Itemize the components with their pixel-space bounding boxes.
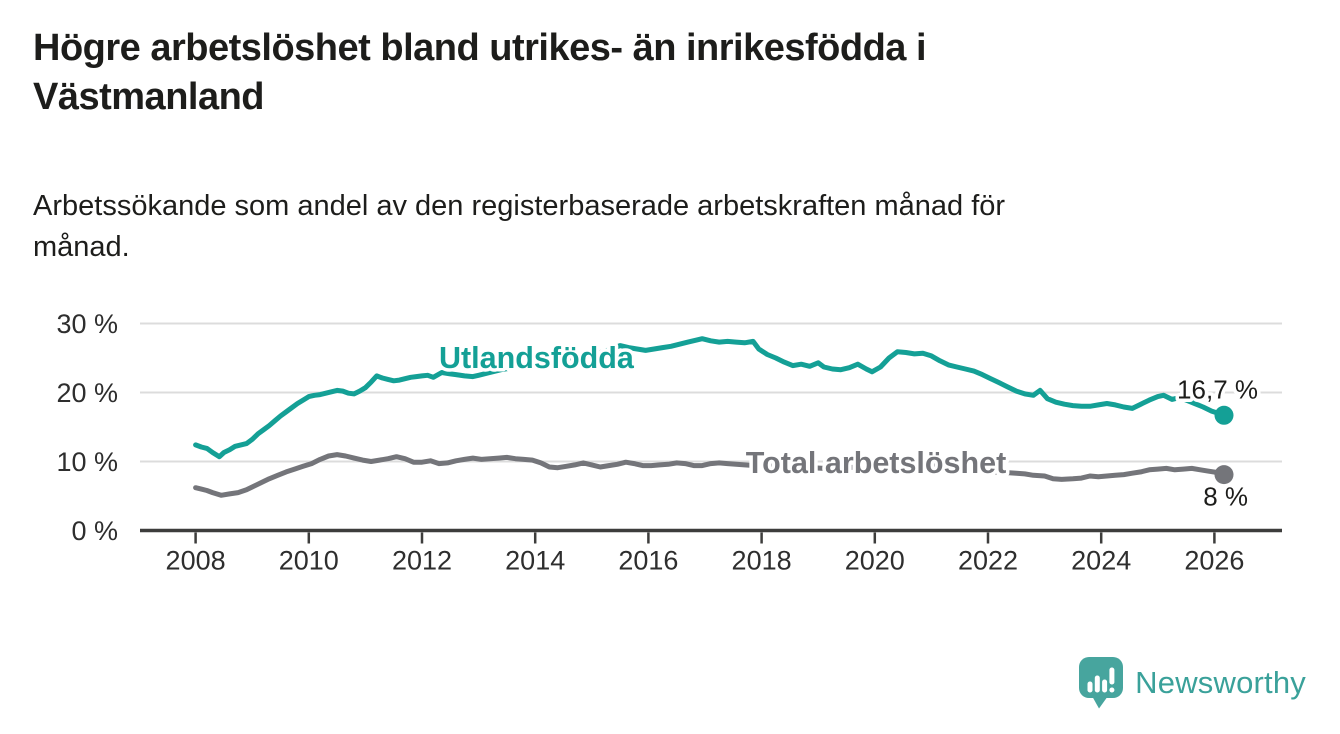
utlandsfodda-series-label: Utlandsfödda	[439, 341, 635, 375]
y-tick-label-0: 0 %	[71, 516, 118, 546]
x-tick-label-2014: 2014	[505, 546, 565, 576]
y-tick-label-30: 30 %	[56, 309, 118, 339]
newsworthy-logo-text: Newsworthy	[1135, 665, 1306, 700]
total-line	[193, 452, 1227, 498]
chart-subtitle: Arbetssökande som andel av den registerb…	[33, 190, 1006, 264]
total-series-label: Total arbetslöshet	[746, 446, 1006, 480]
utlandsfodda-end-value-label: 16,7 %	[1177, 374, 1258, 404]
y-tick-label-20: 20 %	[56, 378, 118, 408]
x-tick-label-2008: 2008	[166, 546, 226, 576]
x-tick-label-2020: 2020	[845, 546, 905, 576]
x-tick-label-2016: 2016	[618, 546, 678, 576]
utlandsfodda-line	[193, 336, 1227, 460]
x-tick-label-2010: 2010	[279, 546, 339, 576]
total-end-value-label: 8 %	[1203, 482, 1248, 512]
newsworthy-logo: Newsworthy	[1078, 656, 1306, 710]
newsworthy-logo-icon	[1079, 657, 1124, 709]
utlandsfodda-end-dot	[1214, 405, 1234, 425]
x-tick-label-2024: 2024	[1071, 546, 1131, 576]
page-title: Högre arbetslöshet bland utrikes- än inr…	[33, 27, 927, 119]
y-tick-label-10: 10 %	[56, 447, 118, 477]
x-tick-label-2018: 2018	[732, 546, 792, 576]
x-tick-label-2022: 2022	[958, 546, 1018, 576]
x-tick-label-2026: 2026	[1184, 546, 1244, 576]
total-end-dot	[1214, 465, 1234, 485]
x-tick-label-2012: 2012	[392, 546, 452, 576]
